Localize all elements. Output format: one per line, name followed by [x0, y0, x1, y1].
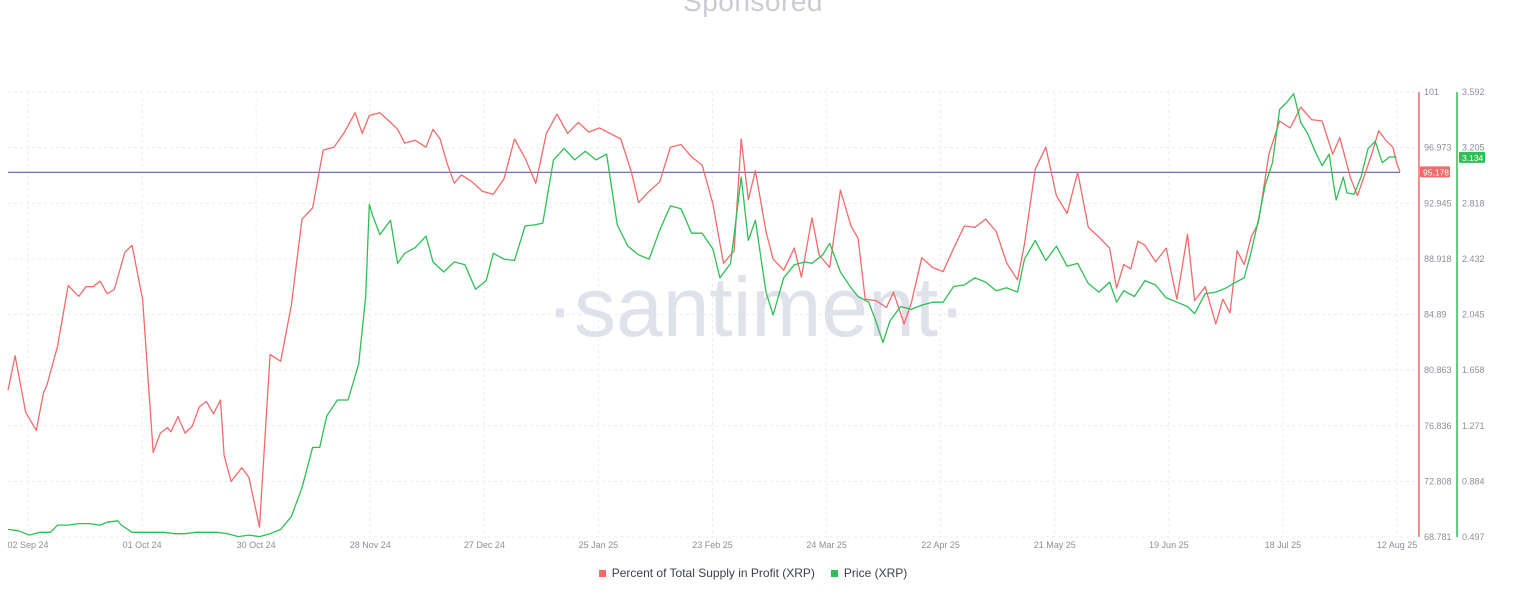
right-axis-tick: 3.592: [1462, 87, 1485, 97]
axis-layer: 101 3.592 96.973 3.205 92.945 2.818 88.918 2.43…: [7, 87, 1485, 550]
x-axis-tick: 19 Jun 25: [1149, 540, 1189, 550]
right-axis-tick: 2.045: [1462, 310, 1485, 320]
legend-swatch-red: [598, 569, 606, 577]
x-axis-tick: 23 Feb 25: [692, 540, 733, 550]
x-axis-tick: 22 Apr 25: [921, 540, 960, 550]
price-series-line: [7, 93, 1397, 538]
price-value-label: 3.134: [1462, 153, 1484, 163]
legend: Percent of Total Supply in Profit (XRP) …: [0, 566, 1506, 580]
x-axis-tick: 27 Dec 24: [464, 540, 505, 550]
chart-area: ·santiment· 101 3.592 96.973 3.205 92.945 2.8…: [7, 87, 1485, 550]
legend-label-price: Price (XRP): [843, 566, 908, 580]
series-layer: [7, 93, 1401, 538]
x-axis-tick: 21 May 25: [1034, 540, 1076, 550]
legend-label-profit: Percent of Total Supply in Profit (XRP): [611, 566, 815, 580]
x-axis-tick: 25 Jan 25: [579, 540, 619, 550]
right-axis-tick: 2.432: [1462, 254, 1485, 264]
left-axis-tick: 76.836: [1424, 421, 1452, 431]
left-axis-tick: 88.918: [1424, 254, 1452, 264]
santiment-watermark: ·santiment·: [546, 260, 966, 354]
x-axis-tick: 28 Nov 24: [350, 540, 391, 550]
left-axis-tick: 84.89: [1424, 310, 1447, 320]
sponsored-header: Sponsored: [683, 0, 823, 17]
right-axis-tick: 3.205: [1462, 143, 1485, 153]
left-axis-tick: 68.781: [1424, 532, 1452, 542]
right-axis-tick: 1.658: [1462, 365, 1485, 375]
right-axis-tick: 1.271: [1462, 421, 1485, 431]
x-axis-tick: 18 Jul 25: [1265, 540, 1302, 550]
x-axis-tick: 12 Aug 25: [1377, 540, 1418, 550]
x-axis-tick: 02 Sep 24: [7, 540, 48, 550]
grid-layer: [8, 91, 1418, 538]
legend-item-price[interactable]: Price (XRP): [830, 566, 908, 580]
left-axis-tick: 96.973: [1424, 143, 1452, 153]
left-axis-tick: 92.945: [1424, 198, 1452, 208]
x-axis-tick: 01 Oct 24: [123, 540, 162, 550]
right-axis-tick: 2.818: [1462, 198, 1485, 208]
left-axis-tick: 72.808: [1424, 476, 1452, 486]
legend-swatch-green: [830, 569, 838, 577]
right-axis-tick: 0.884: [1462, 476, 1485, 486]
x-axis-tick: 30 Oct 24: [237, 540, 276, 550]
price-value-badge: [1459, 151, 1485, 163]
legend-item-profit[interactable]: Percent of Total Supply in Profit (XRP): [598, 566, 815, 580]
left-axis-tick: 101: [1424, 87, 1439, 97]
profit-value-label: 95.178: [1423, 167, 1449, 177]
x-axis-tick: 24 Mar 25: [806, 540, 847, 550]
right-axis-tick: 0.497: [1462, 532, 1485, 542]
left-axis-tick: 80.863: [1424, 365, 1452, 375]
profit-series-line: [7, 106, 1401, 528]
profit-value-badge: [1420, 166, 1450, 178]
